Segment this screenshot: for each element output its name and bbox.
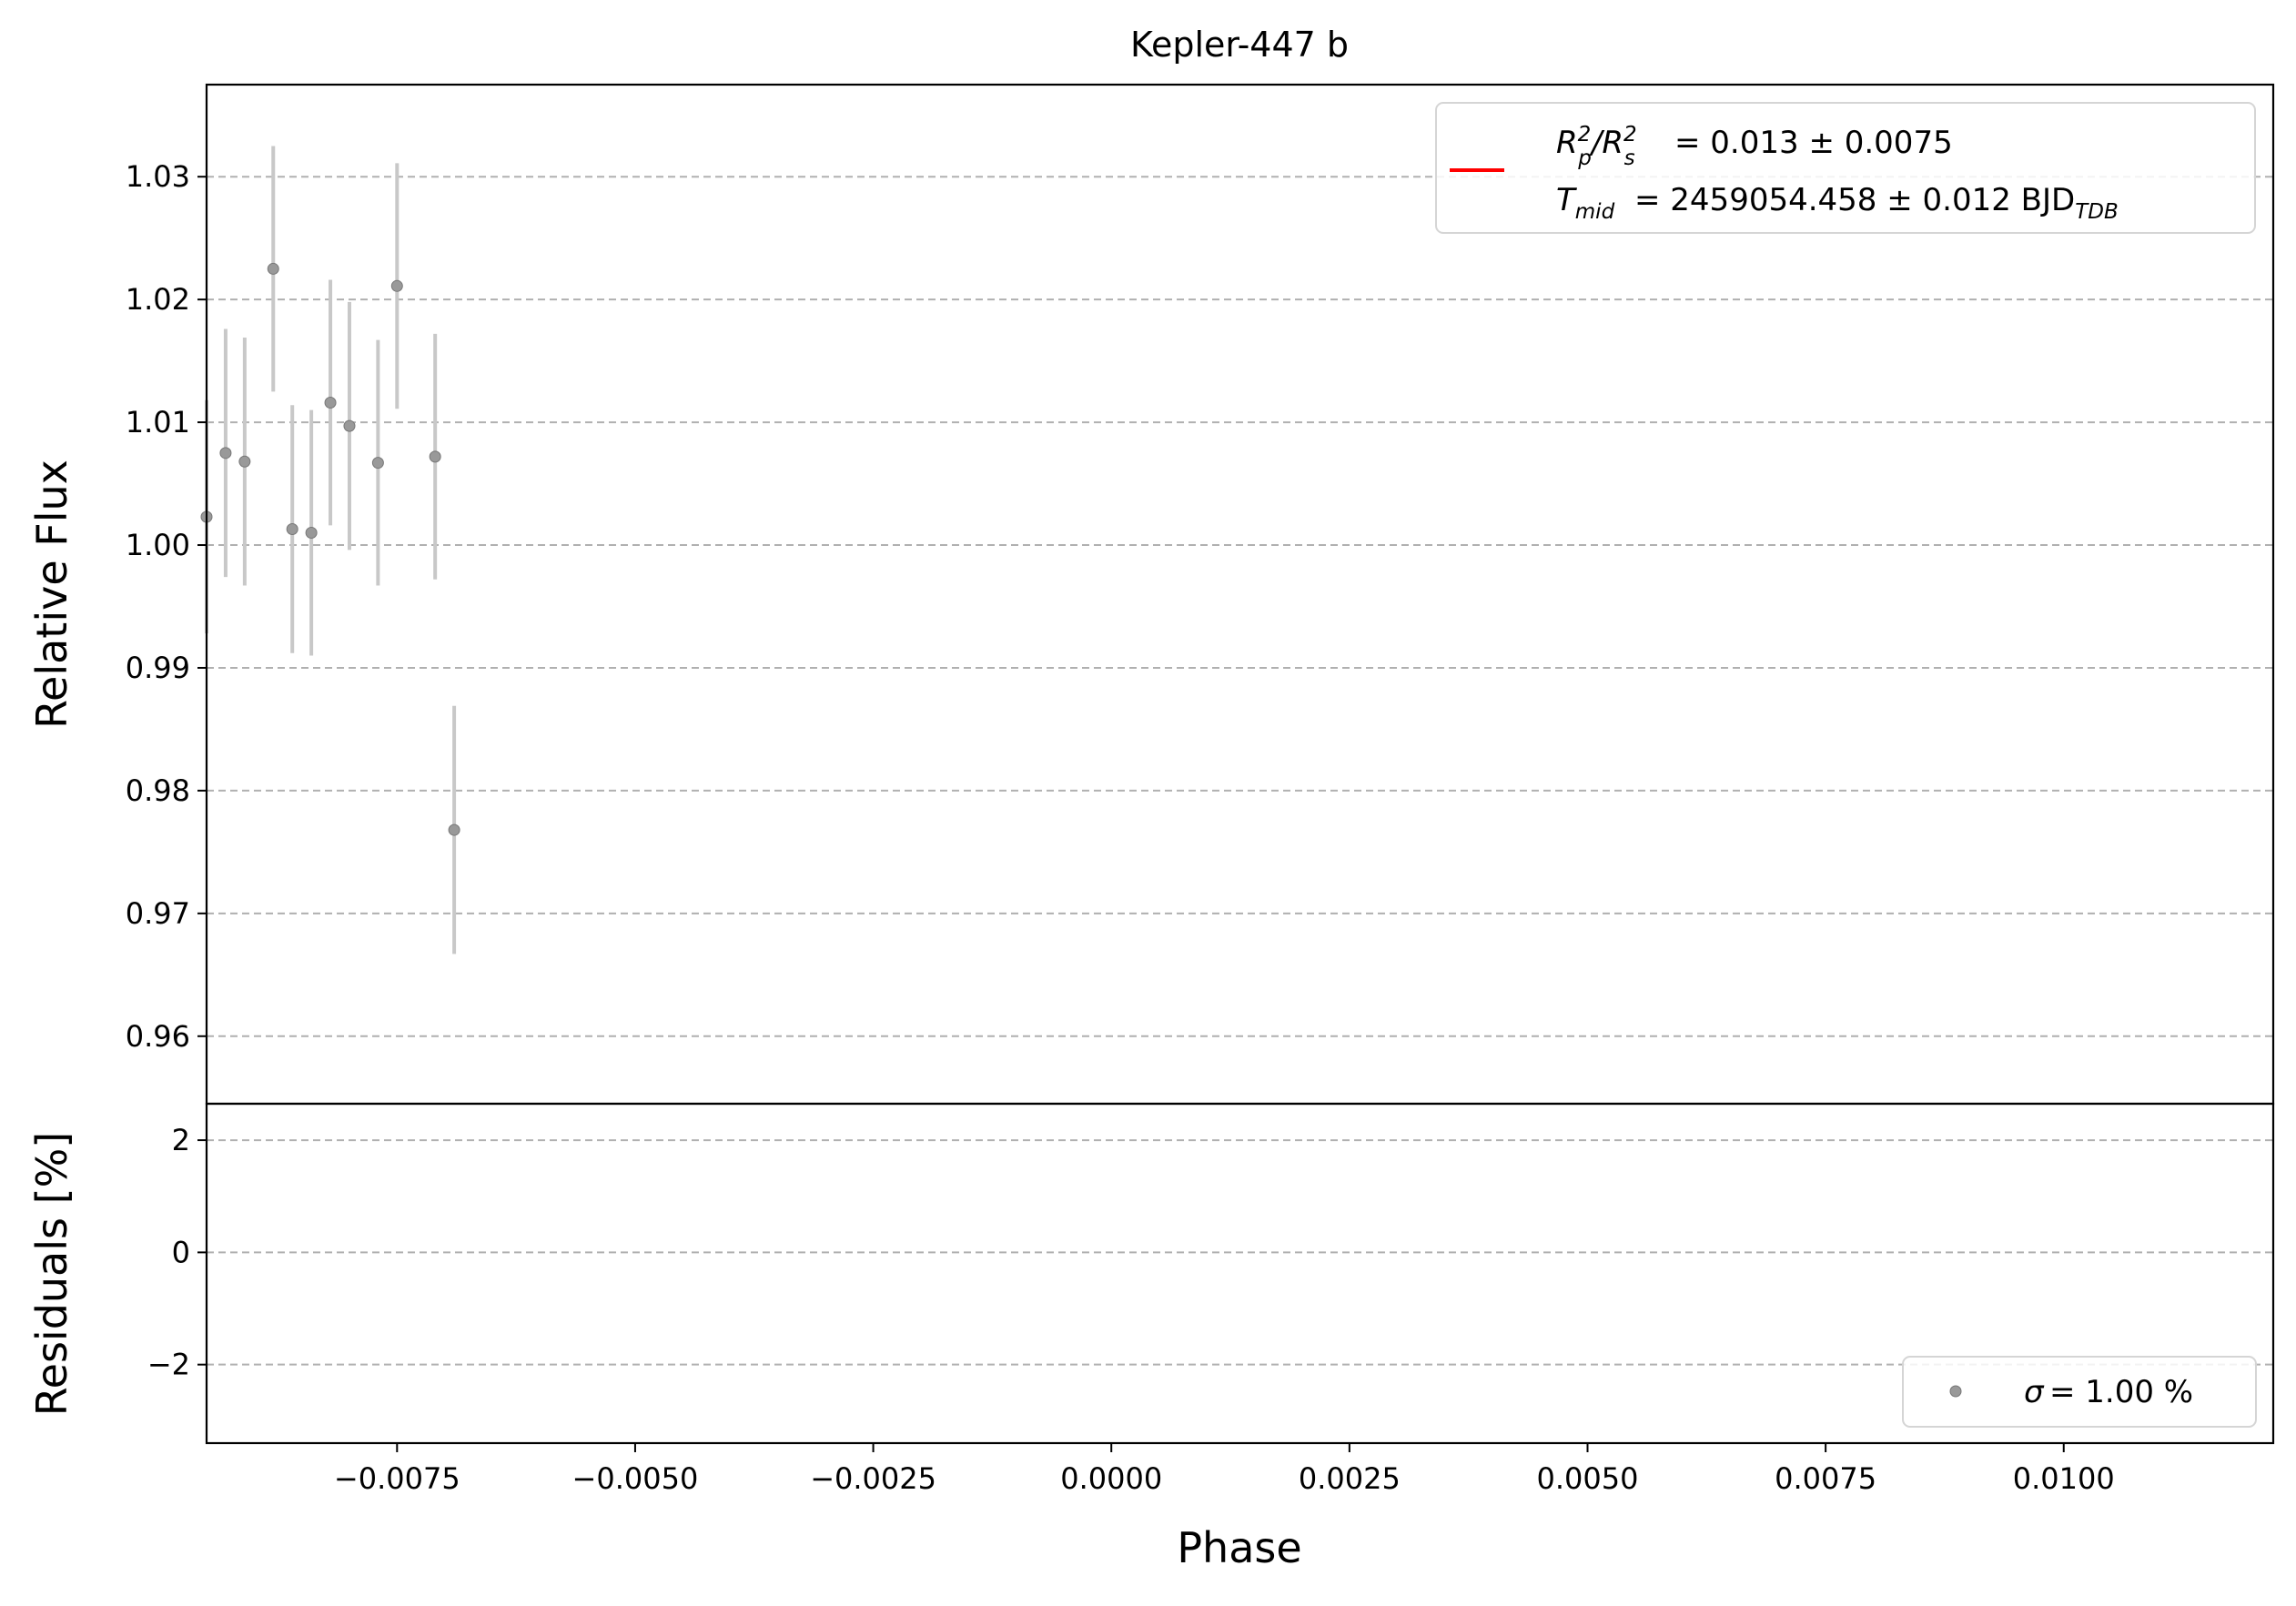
x-tick-label: 0.0075 [1775, 1461, 1876, 1496]
chart-title: Kepler-447 b [1130, 25, 1349, 65]
x-tick-label: 0.0050 [1537, 1461, 1639, 1496]
bottom-panel: −2 0 2 −0.0075 −0.0050 −0.0025 0.0000 0.0025 0.… [27, 1102, 2275, 1572]
x-tick-label: −0.0050 [572, 1461, 699, 1496]
top-y-tick-label: 1.01 [126, 405, 190, 439]
raw-point [219, 447, 232, 460]
bottom-y-tick-label: 0 [172, 1235, 190, 1269]
legend-tmid-value: = 2459054.458 ± 0.012 BJDTDB [1634, 182, 2119, 224]
x-tick-label: −0.0025 [810, 1461, 936, 1496]
raw-point [267, 262, 279, 275]
raw-errorbars [205, 146, 457, 955]
top-y-tick-label: 1.02 [126, 282, 190, 317]
bottom-axes-frame [205, 1102, 2275, 1445]
bottom-y-tick-label: 2 [172, 1123, 190, 1157]
raw-point [305, 527, 318, 540]
x-tick-label: 0.0025 [1299, 1461, 1401, 1496]
top-legend: R2 p/R2 s = 0.013 ± 0.0075 Tmid = 2459054.… [1435, 102, 2256, 234]
raw-point [429, 450, 441, 463]
x-axis-label: Phase [1177, 1523, 1301, 1572]
raw-point [448, 823, 460, 836]
bottom-gridlines [207, 1139, 2273, 1366]
top-y-tick-label: 0.97 [126, 896, 190, 931]
raw-point [324, 396, 337, 409]
top-legend-box [1435, 102, 2256, 234]
raw-point [371, 457, 384, 470]
bottom-legend: σ = 1.00 % [1902, 1356, 2257, 1428]
bottom-y-ticks: −2 0 2 [147, 1123, 207, 1382]
bottom-legend-box [1902, 1356, 2257, 1428]
top-gridlines [207, 176, 2273, 1037]
top-y-tick-label: 0.98 [126, 773, 190, 808]
x-ticks: −0.0075 −0.0050 −0.0025 0.0000 0.0025 0.0050 0… [334, 1443, 2115, 1496]
top-y-ticks: 0.96 0.97 0.98 0.99 1.00 1.01 1.02 1.03 [126, 159, 207, 1054]
residual-legend-marker [1949, 1385, 1962, 1398]
raw-point [286, 522, 298, 535]
x-tick-label: 0.0100 [2013, 1461, 2115, 1496]
top-ylabel: Relative Flux [27, 460, 76, 729]
bottom-y-tick-label: −2 [147, 1348, 190, 1382]
raw-point [238, 455, 251, 468]
legend-sigma-symbol: σ [2024, 1374, 2045, 1410]
legend-rp-value: = 0.013 ± 0.0075 [1674, 125, 1953, 161]
x-tick-label: −0.0075 [334, 1461, 460, 1496]
x-tick-label: 0.0000 [1060, 1461, 1162, 1496]
top-axes-frame [205, 83, 2275, 1106]
top-y-tick-label: 0.96 [126, 1019, 190, 1054]
raw-point [343, 419, 356, 432]
raw-point [390, 279, 403, 292]
legend-sigma-value: = 1.00 % [2049, 1374, 2193, 1410]
top-y-tick-label: 0.99 [126, 651, 190, 685]
top-y-tick-label: 1.03 [126, 159, 190, 194]
top-y-tick-label: 1.00 [126, 528, 190, 562]
bottom-ylabel: Residuals [%] [27, 1132, 76, 1416]
top-panel: 0.96 0.97 0.98 0.99 1.00 1.01 1.02 1.03 Relativ… [27, 83, 2275, 1106]
